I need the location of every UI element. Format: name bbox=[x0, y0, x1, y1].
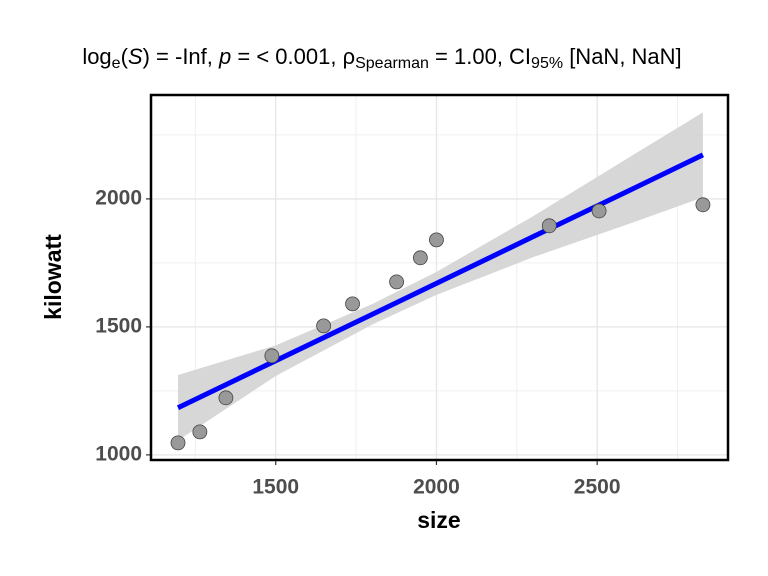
point bbox=[218, 390, 234, 406]
point bbox=[264, 348, 280, 364]
confidence-band bbox=[178, 112, 703, 441]
title-part: Spearman bbox=[355, 55, 429, 72]
title-part: [NaN, NaN] bbox=[563, 44, 682, 69]
title-part: p bbox=[218, 44, 231, 69]
y-tick-label: 2000 bbox=[95, 186, 142, 209]
point bbox=[412, 250, 428, 266]
point bbox=[192, 424, 208, 440]
title-part: ( bbox=[121, 44, 129, 69]
point bbox=[541, 218, 557, 234]
point bbox=[695, 197, 711, 213]
point bbox=[316, 318, 332, 334]
title-part: S bbox=[128, 44, 143, 69]
plot-border bbox=[149, 93, 730, 462]
x-tick-label: 1500 bbox=[252, 476, 299, 499]
x-axis-title: size bbox=[417, 507, 460, 533]
point bbox=[591, 203, 607, 219]
point bbox=[345, 296, 360, 312]
x-tick-label: 2500 bbox=[574, 476, 621, 499]
title-part: = 1.00, CI bbox=[429, 44, 531, 69]
x-tick-label: 2000 bbox=[413, 476, 460, 499]
point bbox=[389, 274, 404, 290]
y-tick-label: 1500 bbox=[95, 314, 142, 337]
title-part: 95% bbox=[531, 55, 563, 72]
title-part: e bbox=[112, 55, 121, 72]
chart-title: loge(S) = -Inf, p = < 0.001, ρSpearman =… bbox=[82, 44, 681, 72]
y-tick-label: 1000 bbox=[95, 442, 142, 465]
point bbox=[429, 232, 444, 248]
title-part: = < 0.001, ρ bbox=[231, 44, 355, 69]
title-part: log bbox=[82, 44, 111, 69]
y-axis-title: kilowatt bbox=[40, 234, 66, 320]
title-part: ) = -Inf, bbox=[143, 44, 219, 69]
point bbox=[170, 435, 186, 451]
